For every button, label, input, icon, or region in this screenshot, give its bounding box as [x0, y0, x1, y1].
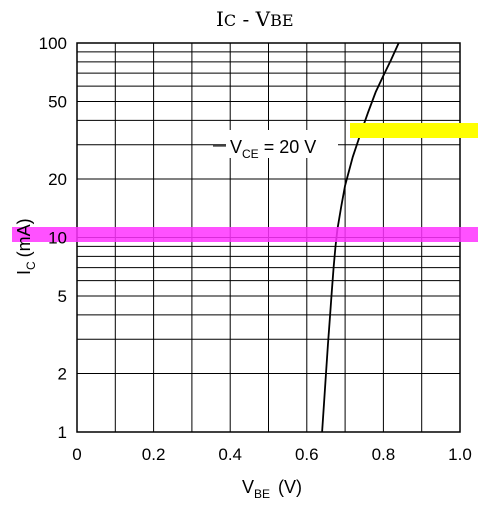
x-tick-label: 0.6 — [295, 445, 319, 464]
y-tick-label: 5 — [58, 287, 67, 306]
annotation-vce: VCE = 20 V — [230, 137, 316, 161]
magenta-highlight-band — [12, 227, 478, 242]
y-tick-label: 20 — [48, 170, 67, 189]
chart-title: IC - VBE — [216, 7, 294, 31]
x-tick-label: 0.4 — [218, 445, 242, 464]
tick-labels: 0 0.2 0.4 0.6 0.8 1.0 1 2 5 10 20 50 100 — [39, 34, 472, 464]
x-tick-label: 0.8 — [372, 445, 396, 464]
y-tick-label: 1 — [58, 423, 67, 442]
y-tick-label: 50 — [48, 93, 67, 112]
y-tick-label: 10 — [48, 229, 67, 248]
series-line — [321, 42, 400, 433]
x-tick-label: 0 — [72, 445, 81, 464]
y-tick-label: 2 — [58, 364, 67, 383]
y-tick-label: 100 — [39, 34, 67, 53]
annotation-bg — [226, 130, 338, 158]
x-axis-label: VBE (V) — [242, 477, 302, 501]
y-axis-label: IC(mA) — [14, 218, 38, 275]
x-tick-label: 0.2 — [142, 445, 166, 464]
x-tick-label: 1.0 — [448, 445, 472, 464]
yellow-highlight-band — [350, 123, 478, 138]
